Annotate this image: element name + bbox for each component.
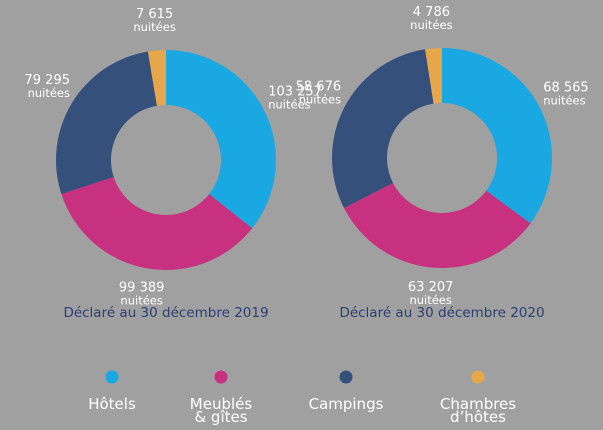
chart-title: Déclaré au 30 décembre 2020 bbox=[339, 305, 544, 321]
donut-segment bbox=[166, 50, 276, 229]
chart-title: Déclaré au 30 décembre 2019 bbox=[63, 305, 268, 321]
value-label: 103 257 bbox=[268, 84, 322, 99]
legend-swatch bbox=[339, 370, 353, 384]
value-label: 63 207 bbox=[408, 280, 454, 295]
legend-label: Chambres d’hôtes bbox=[439, 395, 517, 426]
donut-segment bbox=[442, 48, 552, 224]
legend-label: Meublés & gîtes bbox=[189, 395, 253, 426]
donut-segment bbox=[332, 49, 434, 208]
donut-segment bbox=[147, 50, 166, 106]
value-label: 68 565 bbox=[543, 80, 589, 95]
value-label: 4 786 bbox=[413, 5, 450, 20]
donut-segment bbox=[344, 182, 531, 268]
unit-label: nuitées bbox=[409, 293, 451, 307]
unit-label: nuitées bbox=[410, 18, 452, 32]
legend-swatch bbox=[214, 370, 228, 384]
unit-label: nuitées bbox=[299, 93, 341, 107]
legend-label: Hôtels bbox=[88, 395, 136, 413]
legend-label: Campings bbox=[308, 395, 384, 413]
unit-label: nuitées bbox=[543, 93, 585, 107]
donut-segment bbox=[56, 51, 157, 195]
value-label: 58 676 bbox=[296, 80, 342, 95]
donut-segment bbox=[425, 48, 442, 104]
donut-segment bbox=[61, 177, 253, 270]
unit-label: nuitées bbox=[133, 20, 175, 34]
value-label: 7 615 bbox=[136, 7, 173, 22]
legend-swatch bbox=[105, 370, 119, 384]
unit-label: nuitées bbox=[120, 293, 162, 307]
value-label: 79 295 bbox=[25, 73, 71, 88]
unit-label: nuitées bbox=[268, 97, 310, 111]
legend-swatch bbox=[471, 370, 485, 384]
unit-label: nuitées bbox=[28, 86, 70, 100]
value-label: 99 389 bbox=[119, 280, 165, 295]
